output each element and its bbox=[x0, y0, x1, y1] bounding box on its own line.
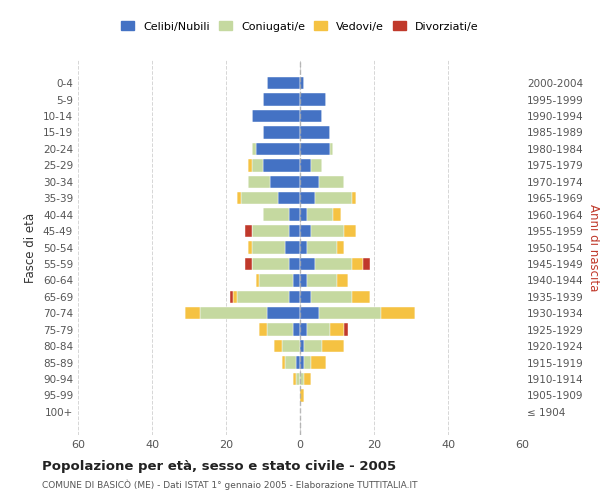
Bar bbox=[307, 242, 337, 254]
Bar bbox=[263, 126, 300, 138]
Bar bbox=[271, 176, 300, 188]
Bar bbox=[252, 242, 285, 254]
Bar bbox=[237, 290, 289, 303]
Bar bbox=[352, 290, 370, 303]
Bar bbox=[300, 307, 319, 320]
Bar bbox=[245, 225, 252, 237]
Y-axis label: Fasce di età: Fasce di età bbox=[25, 212, 37, 282]
Bar bbox=[293, 274, 300, 286]
Bar bbox=[344, 324, 348, 336]
Bar bbox=[252, 110, 300, 122]
Bar bbox=[300, 373, 304, 385]
Bar bbox=[300, 143, 329, 155]
Bar bbox=[248, 176, 271, 188]
Bar bbox=[259, 274, 293, 286]
Bar bbox=[237, 192, 241, 204]
Bar bbox=[300, 126, 329, 138]
Bar bbox=[382, 307, 415, 320]
Bar bbox=[300, 208, 307, 221]
Bar bbox=[281, 356, 285, 368]
Bar bbox=[259, 324, 266, 336]
Bar bbox=[252, 159, 263, 172]
Bar bbox=[322, 340, 344, 352]
Bar bbox=[304, 373, 311, 385]
Bar bbox=[289, 225, 300, 237]
Bar bbox=[248, 242, 252, 254]
Bar bbox=[285, 356, 296, 368]
Bar bbox=[293, 373, 296, 385]
Bar bbox=[263, 159, 300, 172]
Bar bbox=[241, 192, 278, 204]
Bar bbox=[248, 159, 252, 172]
Bar bbox=[267, 324, 293, 336]
Bar bbox=[315, 192, 352, 204]
Bar bbox=[300, 274, 307, 286]
Bar bbox=[285, 242, 300, 254]
Bar bbox=[300, 225, 311, 237]
Bar bbox=[311, 356, 326, 368]
Bar bbox=[296, 373, 300, 385]
Y-axis label: Anni di nascita: Anni di nascita bbox=[587, 204, 600, 291]
Bar bbox=[300, 340, 304, 352]
Bar bbox=[281, 340, 300, 352]
Bar bbox=[311, 225, 344, 237]
Text: COMUNE DI BASICÒ (ME) - Dati ISTAT 1° gennaio 2005 - Elaborazione TUTTITALIA.IT: COMUNE DI BASICÒ (ME) - Dati ISTAT 1° ge… bbox=[42, 480, 418, 490]
Bar bbox=[278, 192, 300, 204]
Bar bbox=[304, 340, 322, 352]
Bar bbox=[311, 159, 322, 172]
Bar bbox=[252, 258, 289, 270]
Bar bbox=[329, 324, 344, 336]
Bar bbox=[256, 274, 259, 286]
Bar bbox=[334, 208, 341, 221]
Bar bbox=[274, 340, 281, 352]
Bar bbox=[300, 290, 311, 303]
Bar bbox=[319, 176, 344, 188]
Bar bbox=[300, 159, 311, 172]
Legend: Celibi/Nubili, Coniugati/e, Vedovi/e, Divorziati/e: Celibi/Nubili, Coniugati/e, Vedovi/e, Di… bbox=[117, 17, 483, 36]
Bar bbox=[315, 258, 352, 270]
Bar bbox=[266, 307, 300, 320]
Bar bbox=[344, 225, 355, 237]
Bar bbox=[289, 208, 300, 221]
Text: Popolazione per età, sesso e stato civile - 2005: Popolazione per età, sesso e stato civil… bbox=[42, 460, 396, 473]
Bar bbox=[363, 258, 370, 270]
Bar bbox=[263, 94, 300, 106]
Bar bbox=[200, 307, 266, 320]
Bar bbox=[300, 389, 304, 402]
Bar bbox=[311, 290, 352, 303]
Bar bbox=[289, 258, 300, 270]
Bar bbox=[300, 258, 315, 270]
Bar bbox=[300, 94, 326, 106]
Bar bbox=[300, 110, 322, 122]
Bar bbox=[300, 356, 304, 368]
Bar bbox=[245, 258, 252, 270]
Bar bbox=[300, 192, 315, 204]
Bar bbox=[256, 143, 300, 155]
Bar bbox=[307, 208, 334, 221]
Bar bbox=[300, 242, 307, 254]
Bar bbox=[300, 77, 304, 90]
Bar bbox=[300, 176, 319, 188]
Bar bbox=[252, 225, 289, 237]
Bar bbox=[263, 208, 289, 221]
Bar bbox=[230, 290, 233, 303]
Bar bbox=[307, 324, 329, 336]
Bar bbox=[329, 143, 334, 155]
Bar bbox=[252, 143, 256, 155]
Bar bbox=[337, 274, 348, 286]
Bar bbox=[185, 307, 200, 320]
Bar bbox=[319, 307, 382, 320]
Bar bbox=[337, 242, 344, 254]
Bar bbox=[307, 274, 337, 286]
Bar bbox=[293, 324, 300, 336]
Bar bbox=[352, 192, 355, 204]
Bar bbox=[300, 324, 307, 336]
Bar bbox=[266, 77, 300, 90]
Bar bbox=[352, 258, 363, 270]
Bar bbox=[304, 356, 311, 368]
Bar bbox=[289, 290, 300, 303]
Bar bbox=[233, 290, 237, 303]
Bar bbox=[296, 356, 300, 368]
